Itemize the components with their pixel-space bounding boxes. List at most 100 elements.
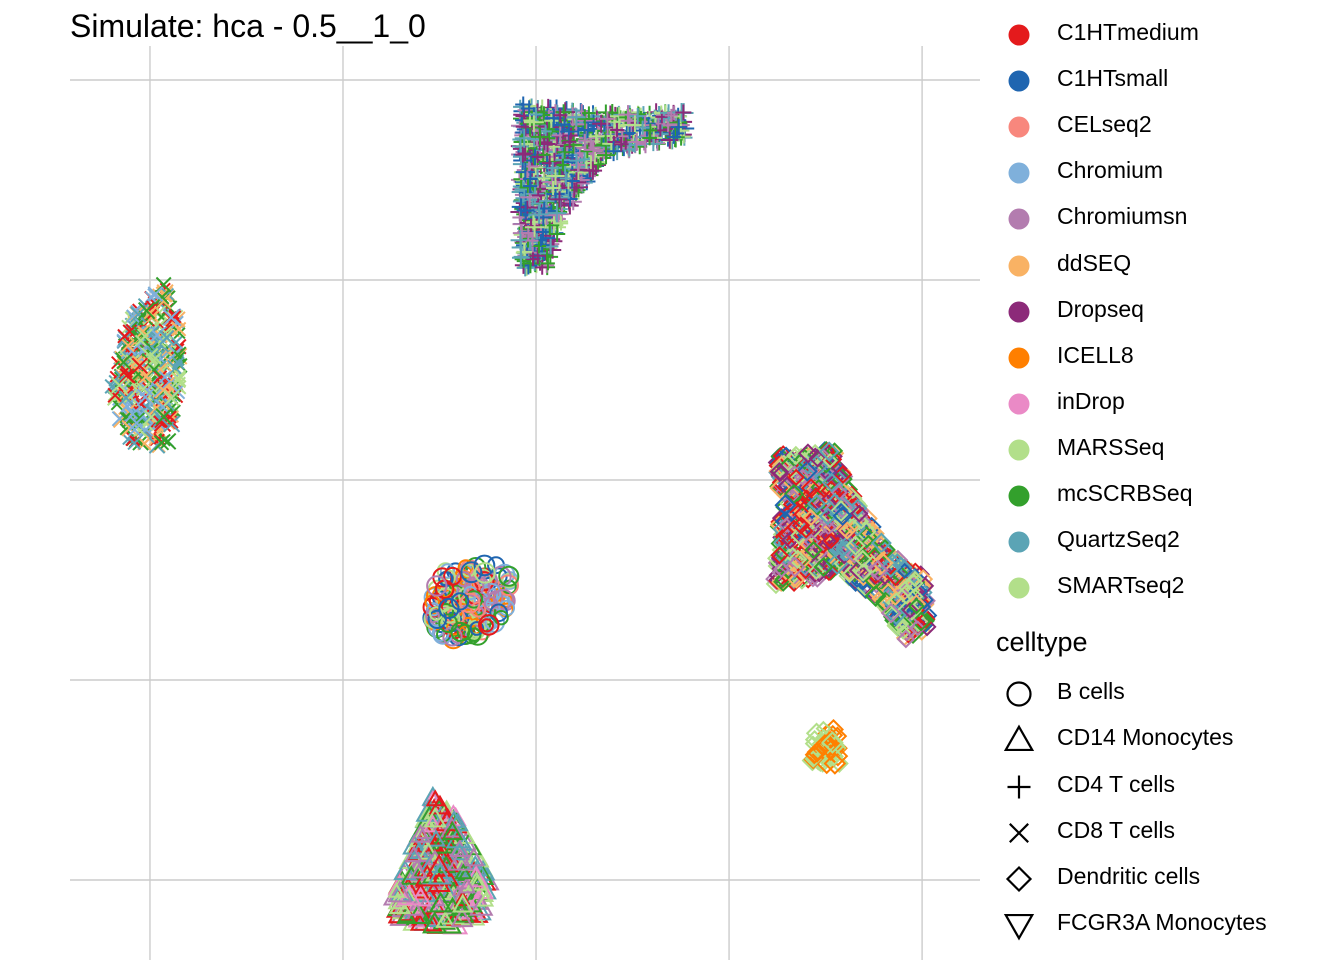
legend-swatch: [1008, 162, 1030, 184]
point: [885, 592, 907, 614]
point: [853, 549, 872, 569]
point: [787, 549, 808, 569]
point: [474, 882, 495, 900]
cluster-0: [510, 96, 695, 277]
legend-key: [1008, 116, 1030, 138]
point: [439, 817, 464, 838]
point: [804, 502, 821, 520]
point: [439, 563, 456, 579]
point: [148, 437, 166, 454]
point: [521, 100, 538, 117]
point: [422, 814, 444, 833]
legend-label: CD14 Monocytes: [1057, 724, 1234, 751]
point: [135, 381, 151, 397]
point: [534, 208, 552, 226]
point: [865, 561, 882, 578]
point: [463, 585, 478, 601]
legend-label: Chromium: [1057, 157, 1164, 184]
point: [816, 734, 839, 757]
point: [806, 494, 827, 514]
point: [523, 112, 544, 133]
point: [523, 179, 538, 194]
point: [906, 570, 924, 588]
point: [531, 150, 544, 163]
point: [529, 107, 543, 121]
point: [118, 390, 134, 406]
point: [474, 562, 496, 584]
legend-shape-cross-icon: [1009, 822, 1029, 843]
point: [772, 465, 790, 482]
legend-key: [1008, 485, 1030, 507]
point: [455, 832, 483, 856]
point: [153, 370, 168, 385]
point: [821, 472, 842, 493]
legend-label: SMARTseq2: [1057, 572, 1185, 599]
point: [823, 532, 840, 549]
point: [643, 123, 658, 138]
legend-item-cd8-t-cells: CD8 T cells: [996, 810, 1336, 856]
point: [902, 601, 922, 621]
point: [110, 376, 128, 394]
legend-label: ICELL8: [1057, 341, 1134, 368]
legend-swatch: [1008, 24, 1030, 46]
point: [544, 113, 559, 128]
point: [470, 601, 487, 618]
point: [597, 118, 611, 132]
point: [147, 286, 164, 302]
point: [121, 338, 135, 353]
point: [130, 306, 147, 323]
point: [580, 144, 595, 159]
point: [410, 863, 428, 879]
legend-key: [1008, 393, 1030, 415]
point: [794, 468, 811, 486]
legend-swatch: [1008, 70, 1030, 92]
point: [911, 611, 932, 632]
point: [562, 135, 577, 149]
legend-swatch: [1008, 531, 1030, 553]
point: [168, 310, 182, 324]
point: [546, 180, 561, 196]
legend-label: B cells: [1057, 678, 1125, 705]
legend-label: CELseq2: [1057, 111, 1152, 138]
point: [813, 556, 834, 577]
point: [781, 531, 800, 550]
point: [134, 334, 147, 347]
point: [167, 359, 185, 377]
point: [906, 587, 924, 606]
point: [818, 441, 840, 462]
point: [171, 371, 187, 388]
point: [793, 505, 812, 524]
point: [769, 461, 790, 482]
point: [806, 741, 828, 763]
point: [427, 609, 447, 630]
point: [539, 135, 556, 152]
cluster-5: [801, 718, 849, 775]
point: [769, 477, 792, 499]
point: [460, 561, 483, 584]
point: [547, 203, 567, 223]
legend-key: [1008, 531, 1030, 553]
legend-item-smartseq2: SMARTseq2: [996, 565, 1336, 611]
point: [825, 552, 849, 576]
point: [404, 845, 424, 863]
point: [443, 566, 463, 586]
point: [435, 910, 456, 928]
point: [411, 882, 430, 899]
legend-swatch: [1008, 347, 1030, 369]
point: [140, 383, 154, 397]
legend-key: [1006, 681, 1032, 707]
point: [465, 870, 488, 891]
point: [880, 557, 902, 578]
point: [600, 111, 615, 127]
legend-shape-plus-icon: [1007, 775, 1031, 798]
point: [870, 551, 894, 575]
point: [547, 140, 560, 153]
point: [871, 532, 892, 554]
point: [425, 853, 453, 877]
point: [530, 127, 550, 146]
point: [909, 620, 926, 637]
point: [520, 200, 534, 214]
legend-item-c1htsmall: C1HTsmall: [996, 58, 1336, 104]
point: [582, 106, 596, 120]
legend-key: [1008, 255, 1030, 276]
